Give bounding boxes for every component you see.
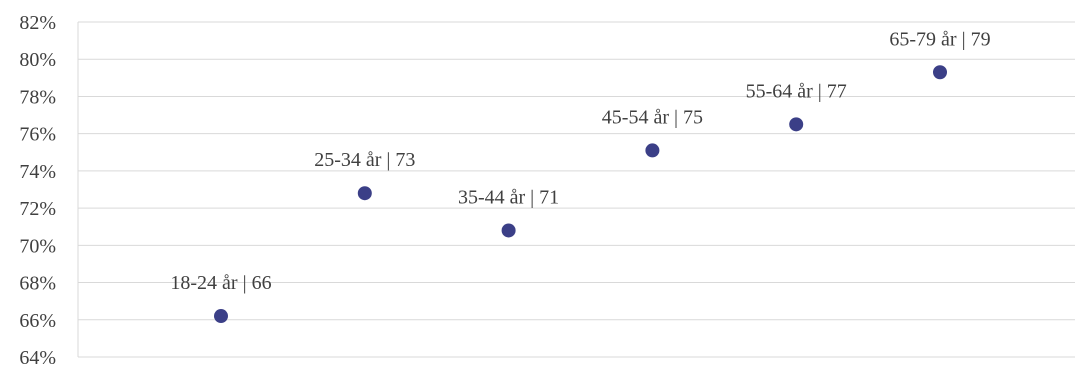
y-tick-label: 74% (19, 161, 56, 183)
data-label: 65-79 år | 79 (889, 28, 990, 50)
data-point (357, 186, 372, 201)
data-labels: 18-24 år | 66 25-34 år | 73 35-44 år | 71 4… (170, 28, 990, 294)
data-label: 45-54 år | 75 (602, 106, 703, 128)
data-label: 55-64 år | 77 (746, 80, 847, 102)
data-point (933, 65, 947, 80)
data-point (501, 223, 516, 238)
y-tick-label: 76% (19, 124, 56, 146)
y-tick-label: 64% (19, 347, 56, 367)
y-tick-label: 72% (19, 198, 56, 220)
data-label: 25-34 år | 73 (314, 149, 415, 171)
y-tick-label: 66% (19, 310, 56, 332)
y-tick-label: 80% (19, 49, 56, 71)
y-axis: 64% 66% 68% 70% 72% 74% 76% 78% 80% 82% (19, 12, 79, 367)
data-label: 35-44 år | 71 (458, 186, 559, 208)
y-tick-label: 82% (19, 12, 56, 34)
data-point (789, 117, 804, 132)
data-point (645, 143, 660, 158)
y-tick-label: 78% (19, 86, 56, 108)
y-tick-label: 70% (19, 235, 56, 257)
data-point (214, 309, 228, 324)
gridlines (78, 21, 1075, 358)
y-tick-label: 68% (19, 273, 56, 295)
data-label: 18-24 år | 66 (170, 272, 271, 294)
data-points (214, 65, 947, 324)
